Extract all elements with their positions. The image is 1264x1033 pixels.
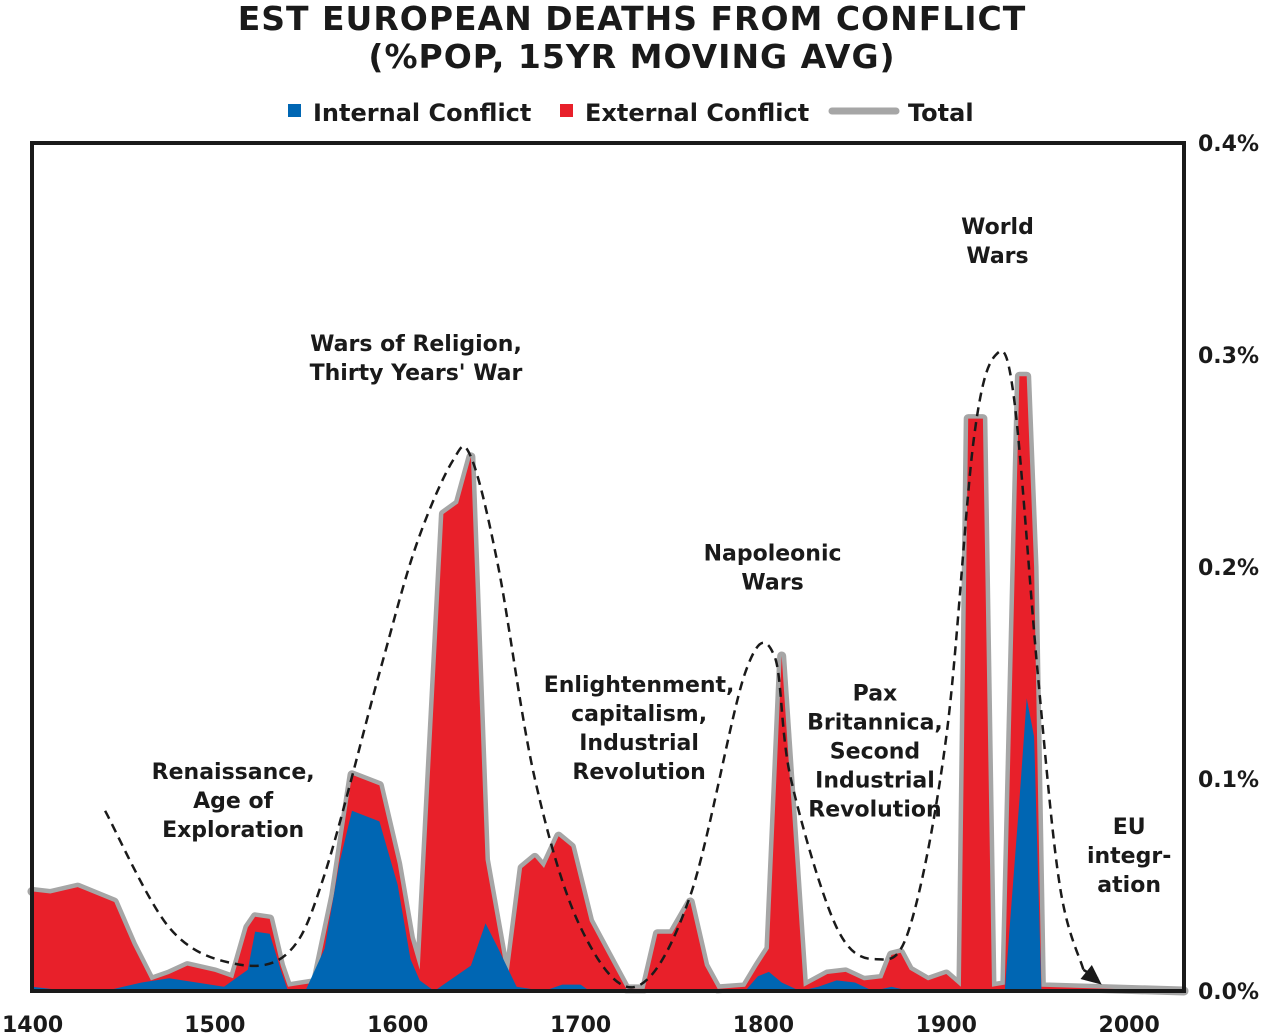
annotation-line: Exploration [162, 818, 304, 843]
y-axis-ticks: 0.0% 0.1% 0.2% 0.3% 0.4% [1198, 132, 1259, 1005]
annotation-line: Renaissance, [152, 760, 315, 785]
annotation-line: World [961, 215, 1034, 240]
area-series-layer [27, 371, 1189, 996]
y-tick-label-0-0: 0.0% [1198, 980, 1259, 1005]
annotation-world: World Wars [961, 215, 1034, 269]
annotation-line: Revolution [808, 798, 941, 823]
annotation-line: EU [1113, 815, 1146, 840]
cycle-curve-layer [104, 349, 1102, 989]
annotation-line: Industrial [579, 731, 699, 756]
chart-title-line-1: EST EUROPEAN DEATHS FROM CONFLICT [238, 0, 1027, 38]
annotation-line: Napoleonic [704, 542, 842, 567]
annotation-line: Britannica, [807, 711, 943, 736]
annotation-line: Pax [853, 682, 898, 707]
y-tick-label-0-3: 0.3% [1198, 344, 1259, 369]
annotation-wars-of-religion: Wars of Religion, Thirty Years' War [310, 332, 523, 386]
annotation-line: Revolution [572, 760, 705, 785]
chart-legend: Internal Conflict External Conflict Total [288, 99, 974, 127]
x-tick-label-1600: 1600 [367, 1013, 428, 1033]
annotation-line: Thirty Years' War [310, 361, 523, 386]
annotation-line: Wars [741, 571, 803, 596]
y-tick-label-0-4: 0.4% [1198, 132, 1259, 157]
chart-title: EST EUROPEAN DEATHS FROM CONFLICT(%POP, … [238, 0, 1027, 76]
annotation-layer: Renaissance, Age of Exploration Wars of Rel… [152, 215, 1172, 898]
annotation-line: Age of [193, 789, 273, 814]
annotation-napoleonic: Napoleonic Wars [704, 542, 842, 596]
x-tick-label-1400: 1400 [2, 1013, 63, 1033]
annotation-line: ation [1097, 873, 1161, 898]
annotation-line: Enlightenment, [544, 673, 735, 698]
x-tick-label-1900: 1900 [916, 1013, 977, 1033]
chart-title-line-2: (%POP, 15YR MOVING AVG) [368, 37, 895, 76]
plot-frame [30, 141, 1186, 993]
annotation-eu: EU integr-ation [1087, 815, 1171, 898]
plot-area: Renaissance, Age of Exploration Wars of Rel… [27, 215, 1189, 996]
x-axis-ticks: 1400 1500 1600 1700 1800 1900 2000 [2, 1013, 1160, 1033]
annotation-line: Wars of Religion, [310, 332, 522, 357]
annotation-line: Second [830, 740, 920, 765]
legend-swatch-external-conflict [560, 104, 573, 117]
legend-label-internal-conflict: Internal Conflict [313, 99, 531, 127]
y-tick-label-0-1: 0.1% [1198, 768, 1259, 793]
annotation-line: Wars [966, 244, 1028, 269]
x-tick-label-1800: 1800 [733, 1013, 794, 1033]
annotation-renaissance: Renaissance, Age of Exploration [152, 760, 315, 843]
annotation-pax: Pax Britannica, Second Industrial Revolution [807, 682, 943, 823]
annotation-line: integr- [1087, 844, 1171, 869]
legend-label-total: Total [908, 99, 974, 127]
x-tick-label-1700: 1700 [550, 1013, 611, 1033]
x-tick-label-2000: 2000 [1099, 1013, 1160, 1033]
legend-label-external-conflict: External Conflict [585, 99, 809, 127]
y-tick-label-0-2: 0.2% [1198, 556, 1259, 581]
annotation-enlightenment: Enlightenment, capitalism, Industrial Revol… [544, 673, 735, 785]
annotation-line: Industrial [815, 769, 935, 794]
annotation-line: capitalism, [571, 702, 707, 727]
cycle-dashed-curve [104, 349, 1085, 989]
cycle-curve-arrowhead [1080, 965, 1102, 985]
legend-swatch-internal-conflict [288, 104, 301, 117]
x-tick-label-1500: 1500 [184, 1013, 245, 1033]
